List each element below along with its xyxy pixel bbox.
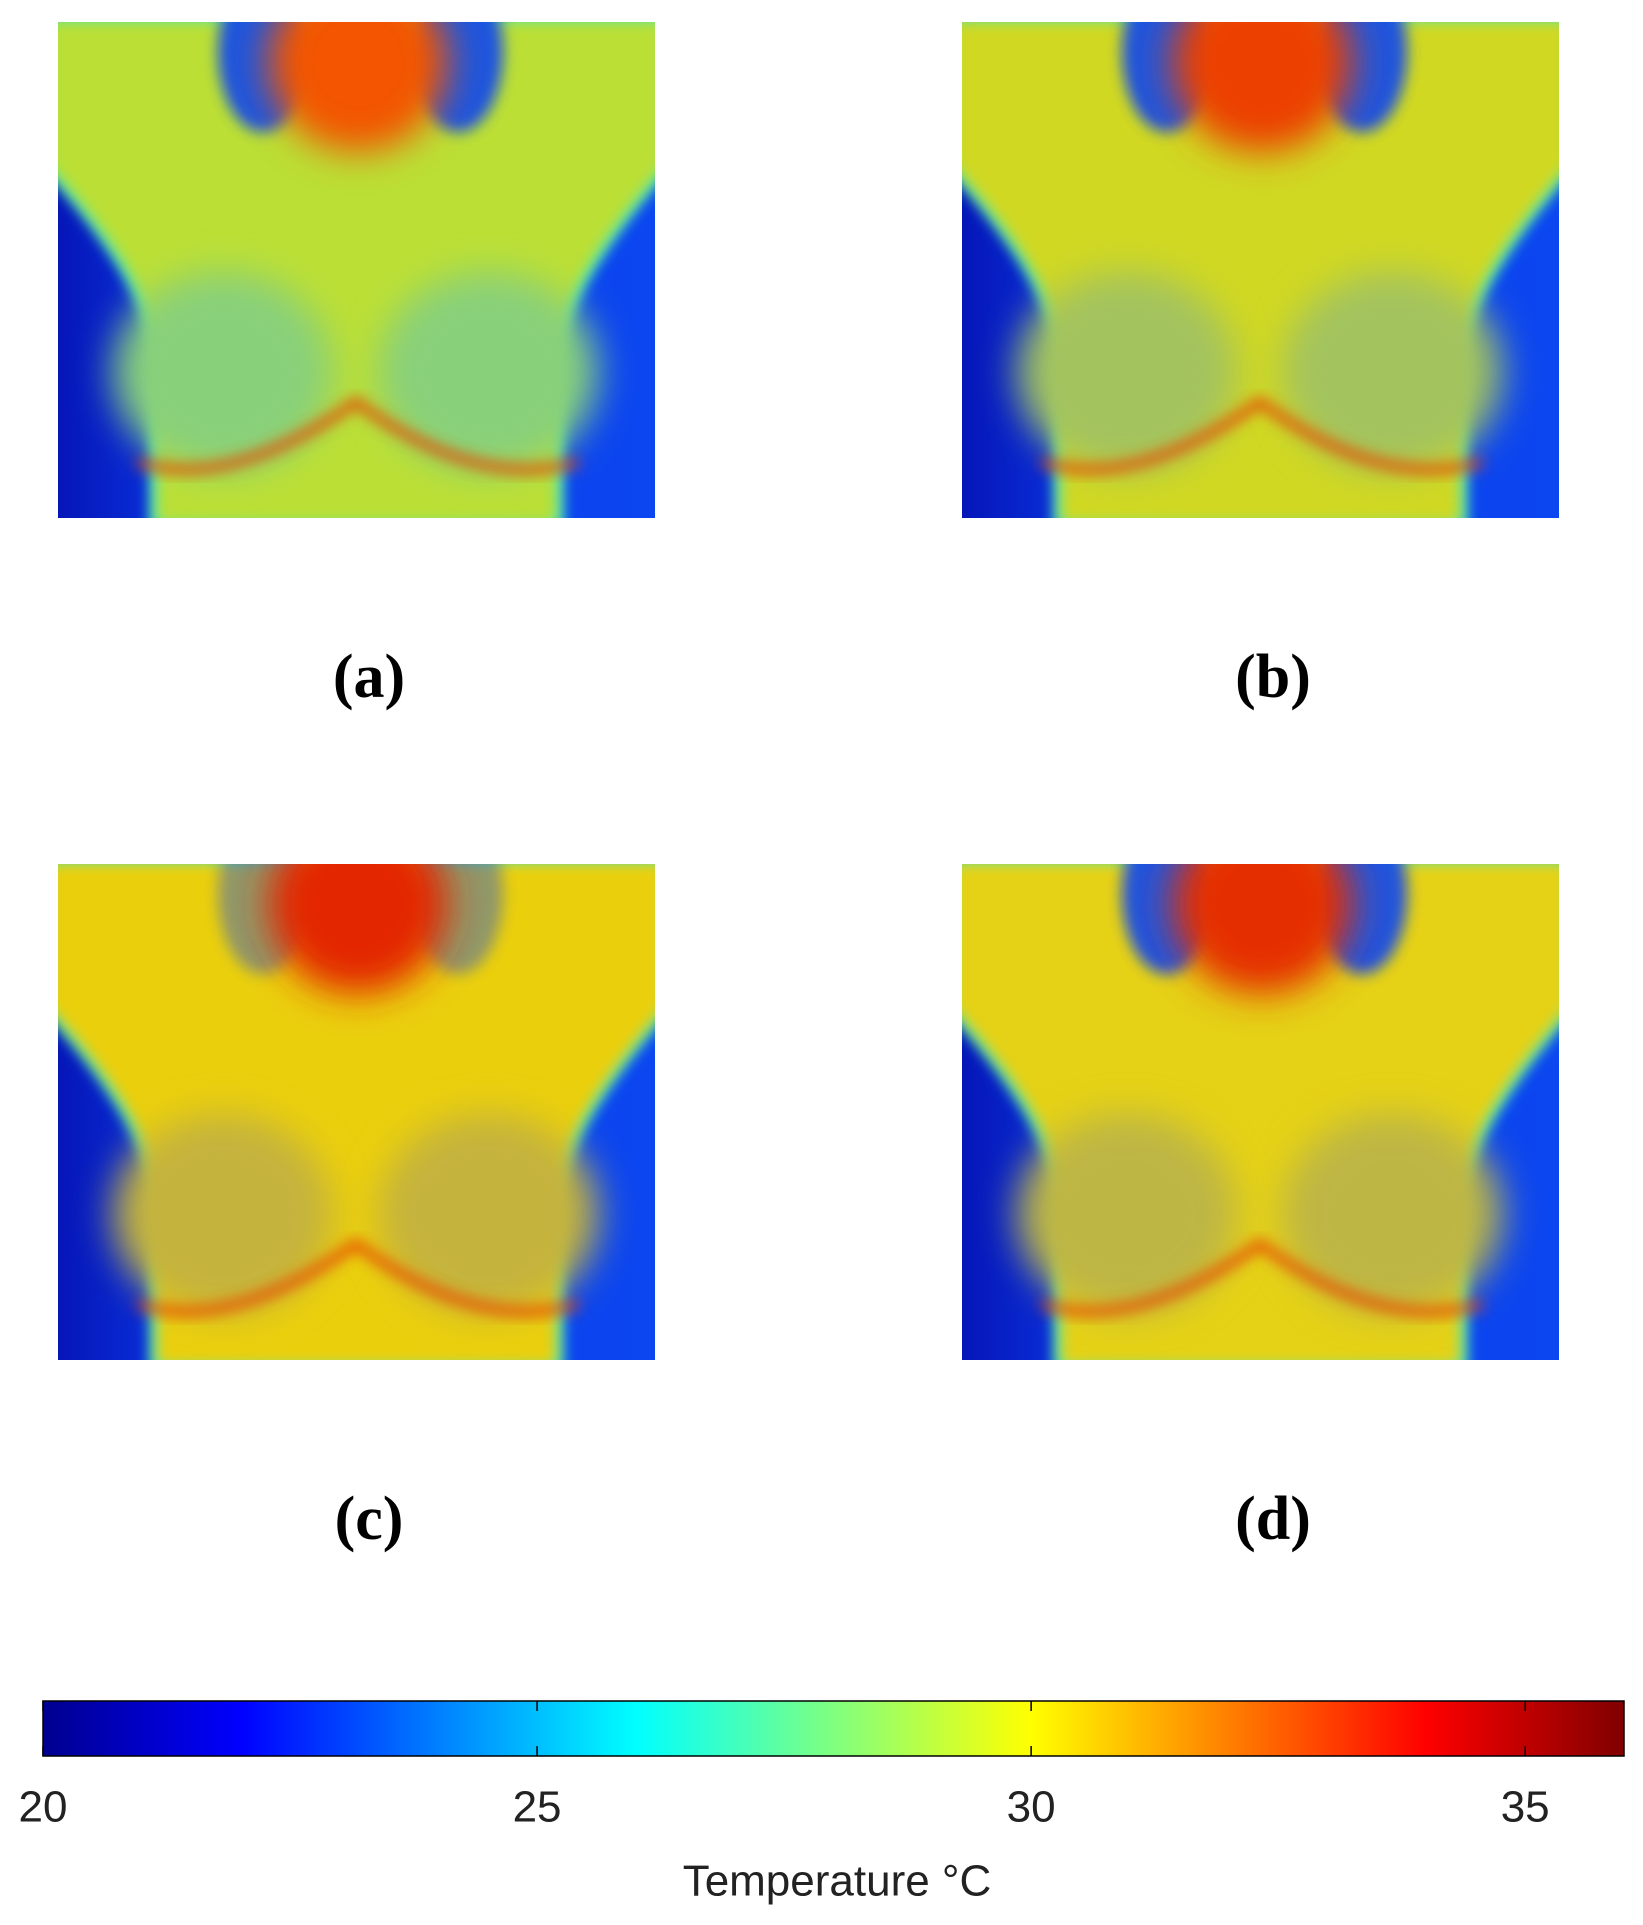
tick-label: 20 [19, 1783, 68, 1832]
colorbar [42, 1700, 1625, 1757]
panel-label: (a) [333, 643, 405, 711]
thermal-image [58, 864, 655, 1360]
tick-label: 25 [513, 1783, 562, 1832]
thermal-image [962, 864, 1559, 1360]
panel-label: (d) [1235, 1485, 1311, 1553]
thermal-image [58, 22, 655, 518]
panel-label: (b) [1235, 643, 1311, 711]
thermal-image [962, 22, 1559, 518]
panel-label: (c) [335, 1485, 404, 1553]
tick-label: 30 [1007, 1783, 1056, 1832]
tick-label: 35 [1501, 1783, 1550, 1832]
colorbar-label: Temperature °C [683, 1857, 992, 1906]
